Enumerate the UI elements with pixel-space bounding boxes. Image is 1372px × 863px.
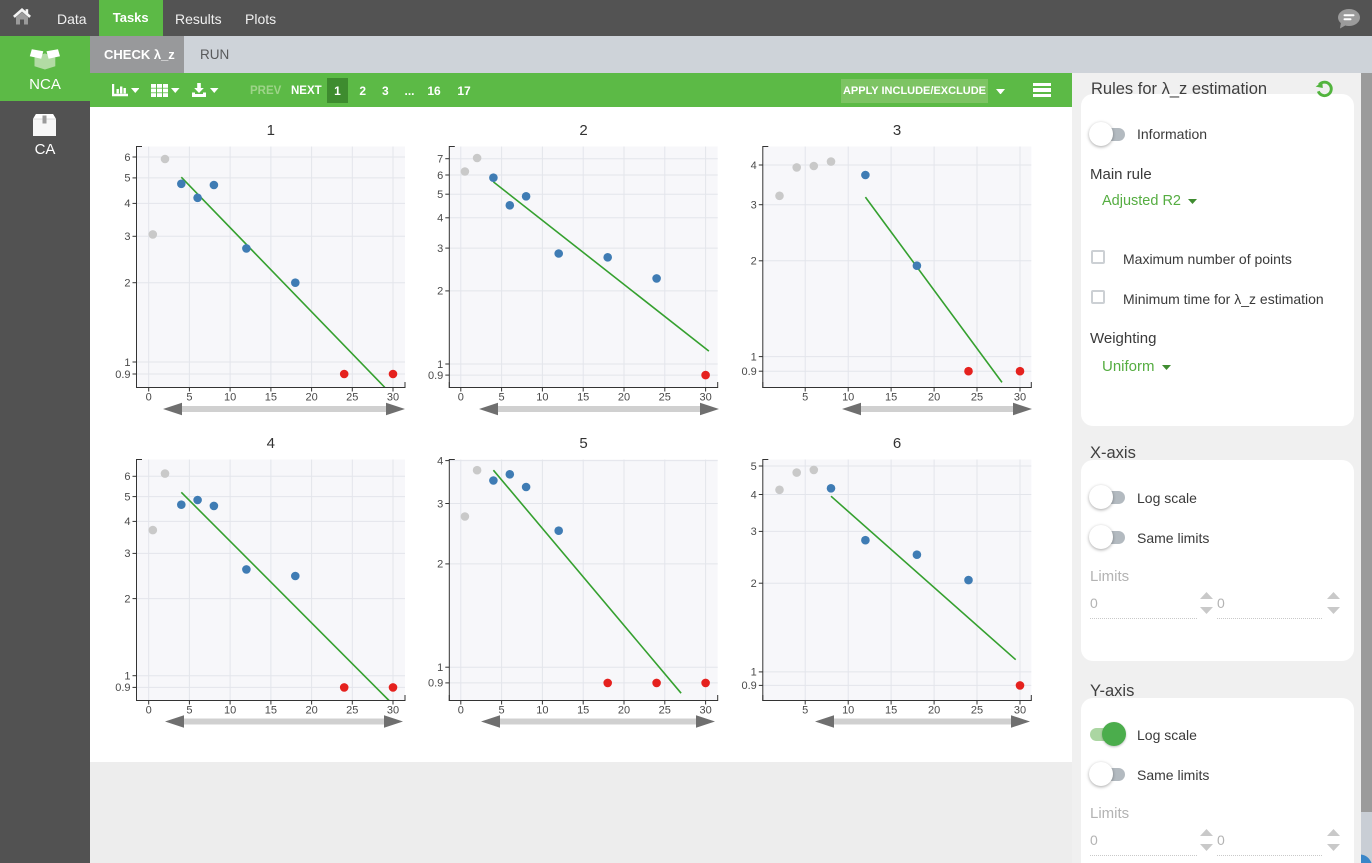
svg-text:0: 0	[146, 391, 152, 403]
svg-text:15: 15	[885, 704, 897, 716]
svg-text:4: 4	[437, 455, 443, 467]
svg-text:2: 2	[751, 578, 757, 590]
svg-text:6: 6	[437, 170, 443, 182]
svg-text:25: 25	[971, 391, 983, 403]
svg-text:3: 3	[124, 231, 130, 243]
svg-text:3: 3	[437, 498, 443, 510]
svg-text:15: 15	[265, 391, 277, 403]
svg-text:30: 30	[387, 704, 399, 716]
svg-text:0.9: 0.9	[428, 678, 443, 690]
svg-text:4: 4	[751, 489, 757, 501]
svg-text:20: 20	[305, 704, 317, 716]
svg-text:1: 1	[751, 667, 757, 679]
svg-text:0.9: 0.9	[115, 369, 130, 381]
svg-text:6: 6	[124, 471, 130, 483]
svg-text:20: 20	[618, 704, 630, 716]
svg-text:5: 5	[499, 704, 505, 716]
svg-text:1: 1	[124, 357, 130, 369]
svg-text:30: 30	[1014, 704, 1026, 716]
svg-text:10: 10	[842, 704, 854, 716]
svg-text:2: 2	[437, 286, 443, 298]
svg-text:20: 20	[928, 704, 940, 716]
svg-text:5: 5	[499, 391, 505, 403]
svg-text:0.9: 0.9	[742, 680, 757, 692]
svg-text:10: 10	[842, 391, 854, 403]
svg-text:1: 1	[267, 122, 275, 139]
svg-text:3: 3	[751, 200, 757, 212]
svg-text:3: 3	[124, 548, 130, 560]
svg-text:20: 20	[928, 391, 940, 403]
svg-text:2: 2	[579, 122, 587, 139]
svg-text:2: 2	[124, 278, 130, 290]
svg-text:3: 3	[437, 243, 443, 255]
svg-text:15: 15	[577, 704, 589, 716]
svg-text:10: 10	[224, 391, 236, 403]
svg-text:5: 5	[186, 391, 192, 403]
svg-text:25: 25	[346, 704, 358, 716]
svg-text:25: 25	[659, 704, 671, 716]
svg-text:30: 30	[1014, 391, 1026, 403]
svg-text:1: 1	[751, 351, 757, 363]
svg-text:0: 0	[458, 391, 464, 403]
svg-text:0.9: 0.9	[742, 366, 757, 378]
svg-text:10: 10	[536, 391, 548, 403]
svg-text:3: 3	[893, 122, 901, 139]
svg-text:4: 4	[751, 160, 757, 172]
svg-text:2: 2	[124, 593, 130, 605]
svg-text:5: 5	[186, 704, 192, 716]
svg-text:25: 25	[346, 391, 358, 403]
svg-text:0.9: 0.9	[115, 682, 130, 694]
svg-text:4: 4	[124, 198, 130, 210]
svg-text:7: 7	[437, 154, 443, 166]
svg-text:20: 20	[305, 391, 317, 403]
svg-text:15: 15	[577, 391, 589, 403]
svg-text:20: 20	[618, 391, 630, 403]
svg-text:30: 30	[699, 704, 711, 716]
svg-text:5: 5	[124, 491, 130, 503]
svg-text:5: 5	[802, 391, 808, 403]
svg-text:10: 10	[224, 704, 236, 716]
svg-text:5: 5	[579, 435, 587, 452]
svg-text:15: 15	[885, 391, 897, 403]
svg-text:30: 30	[699, 391, 711, 403]
svg-text:5: 5	[802, 704, 808, 716]
svg-text:5: 5	[751, 461, 757, 473]
svg-text:25: 25	[659, 391, 671, 403]
svg-text:15: 15	[265, 704, 277, 716]
svg-text:3: 3	[751, 526, 757, 538]
svg-text:0.9: 0.9	[428, 370, 443, 382]
svg-text:6: 6	[124, 152, 130, 164]
svg-text:10: 10	[536, 704, 548, 716]
svg-text:30: 30	[387, 391, 399, 403]
svg-text:25: 25	[971, 704, 983, 716]
svg-text:1: 1	[437, 662, 443, 674]
svg-text:4: 4	[437, 213, 443, 225]
svg-text:2: 2	[751, 256, 757, 268]
svg-text:1: 1	[124, 671, 130, 683]
svg-text:4: 4	[267, 435, 275, 452]
svg-text:0: 0	[458, 704, 464, 716]
svg-text:5: 5	[437, 189, 443, 201]
svg-text:1: 1	[437, 359, 443, 371]
svg-text:2: 2	[437, 559, 443, 571]
svg-text:0: 0	[146, 704, 152, 716]
svg-text:6: 6	[893, 435, 901, 452]
svg-text:5: 5	[124, 173, 130, 185]
svg-text:4: 4	[124, 516, 130, 528]
